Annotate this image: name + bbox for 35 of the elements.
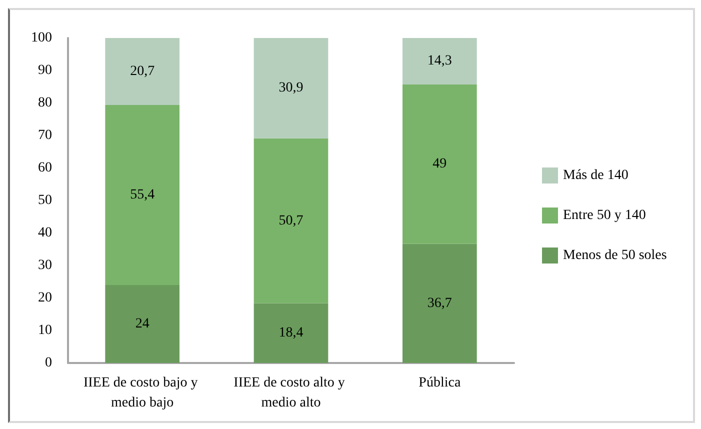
y-tick-label: 100: [31, 30, 52, 46]
x-tick-label: IIEE de costo alto y medio alto: [234, 376, 348, 410]
y-tick-label: 10: [38, 323, 52, 338]
bar: [105, 104, 180, 285]
y-tick-label: 50: [38, 193, 52, 208]
bar: [402, 244, 477, 363]
bar: [254, 38, 328, 138]
y-tick-label: 60: [38, 160, 52, 176]
data-label: 24: [135, 316, 150, 332]
y-tick-label: 90: [38, 63, 52, 78]
y-tick-label: 0: [45, 356, 52, 370]
data-label: 50,7: [278, 213, 304, 228]
data-label: 20,7: [130, 64, 155, 79]
y-tick-label: 80: [38, 96, 52, 110]
bar: [402, 84, 477, 244]
bar: [105, 38, 180, 105]
bar: [105, 285, 180, 363]
y-tick-label: 40: [38, 226, 52, 240]
y-tick-label: 30: [38, 258, 52, 273]
legend-label: Menos de 50 soles: [563, 248, 667, 263]
y-tick-label: 20: [38, 290, 52, 306]
x-tick-label: Pública: [418, 376, 462, 390]
data-label: 36,7: [427, 296, 452, 311]
data-label: 30,9: [278, 80, 304, 96]
x-tick-label: IIEE de costo bajo y medio bajo: [83, 376, 202, 410]
legend-label: Más de 140: [563, 168, 628, 183]
legend-label: Entre 50 y 140: [563, 208, 646, 223]
data-label: 55,4: [130, 187, 155, 202]
data-label: 18,4: [278, 326, 304, 341]
data-label: 49: [432, 156, 447, 172]
bar: [254, 138, 328, 304]
bar: [254, 303, 328, 363]
data-label: 14,3: [427, 54, 452, 69]
bar: [402, 38, 477, 84]
y-tick-label: 70: [38, 128, 52, 143]
